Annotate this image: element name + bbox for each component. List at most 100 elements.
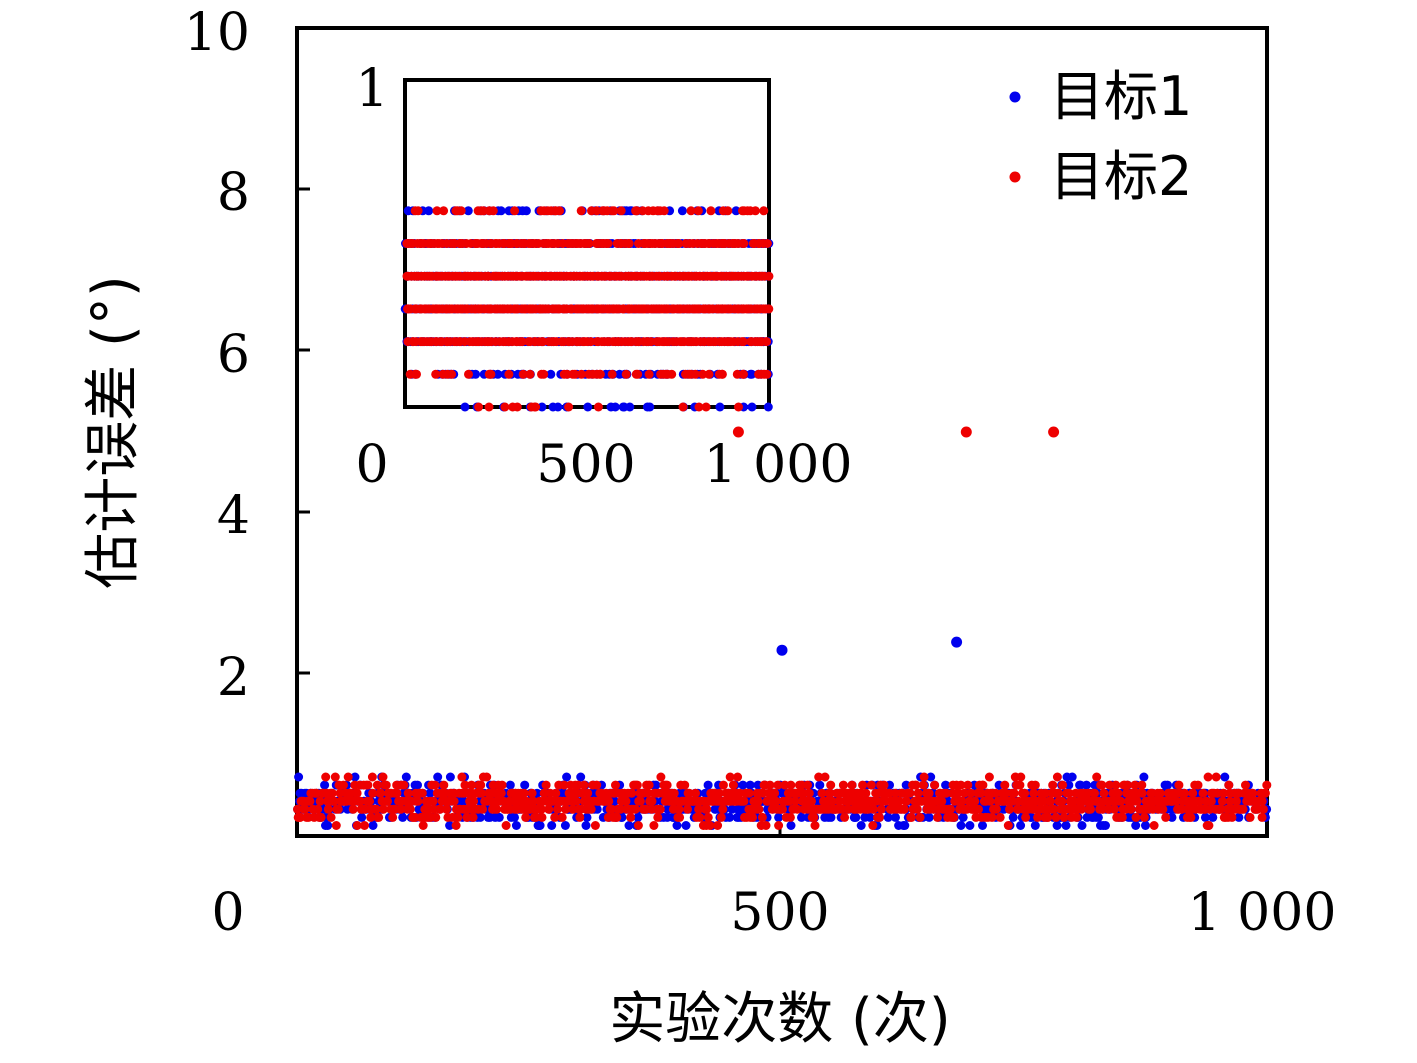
data-point-2 — [492, 804, 502, 814]
inset-point-1 — [496, 206, 506, 216]
data-point-2 — [1005, 804, 1014, 814]
data-point-2 — [1245, 812, 1255, 822]
data-point-1 — [624, 821, 634, 830]
data-point-2 — [901, 796, 911, 806]
inset-point-2 — [432, 206, 442, 216]
data-point-2 — [430, 780, 440, 790]
data-point-1 — [703, 780, 713, 790]
data-point-2 — [748, 812, 758, 822]
data-point-2 — [1131, 812, 1141, 822]
data-point-1 — [475, 812, 485, 822]
data-point-2 — [428, 796, 438, 806]
data-point-2 — [1158, 804, 1168, 814]
inset-point-2 — [694, 402, 704, 412]
data-point-2 — [376, 788, 385, 798]
data-point-2 — [807, 796, 816, 806]
data-point-2 — [399, 780, 409, 790]
data-point-2 — [338, 780, 348, 790]
data-point-1 — [1016, 821, 1026, 830]
inset-point-1 — [471, 369, 481, 379]
inset-x-tick-label-0: 0 — [355, 435, 388, 495]
inset-point-2 — [644, 369, 654, 379]
data-point-2 — [718, 780, 728, 790]
inset-point-2 — [539, 369, 549, 379]
data-point-2 — [874, 812, 884, 822]
y-tick-label-6: 6 — [217, 325, 250, 385]
data-point-1 — [900, 821, 910, 830]
data-point-2 — [1130, 780, 1140, 790]
inset-point-2 — [723, 206, 733, 216]
inset-point-2 — [576, 206, 586, 216]
data-point-2 — [985, 796, 995, 806]
data-point-1 — [1030, 821, 1040, 830]
data-point-2 — [1064, 788, 1074, 798]
inset-point-2 — [764, 304, 774, 314]
data-point-2 — [683, 804, 692, 814]
data-point-1 — [350, 772, 360, 782]
data-point-2 — [1238, 804, 1248, 814]
data-point-1 — [774, 812, 784, 822]
inset-point-2 — [607, 369, 617, 379]
data-point-2 — [1241, 780, 1250, 790]
data-point-2 — [315, 796, 325, 806]
data-point-1 — [965, 821, 975, 830]
inset-point-1 — [747, 369, 757, 379]
data-point-1 — [425, 788, 435, 798]
inset-point-2 — [486, 369, 496, 379]
data-point-2 — [1217, 796, 1227, 806]
data-point-1 — [958, 812, 968, 822]
data-point-1 — [672, 821, 682, 830]
data-point-2 — [586, 804, 596, 814]
data-point-2 — [497, 780, 507, 790]
data-point-2 — [313, 804, 323, 814]
data-point-2 — [966, 788, 976, 798]
data-point-2 — [1049, 804, 1059, 814]
inset-point-1 — [546, 369, 556, 379]
inset-point-1 — [537, 402, 547, 412]
data-point-2 — [649, 821, 659, 830]
data-point-2 — [405, 804, 415, 814]
data-point-1 — [797, 812, 806, 822]
data-point-2 — [703, 812, 713, 822]
data-point-2 — [825, 788, 835, 798]
data-point-1 — [941, 780, 951, 790]
inset-point-2 — [456, 206, 466, 216]
data-point-2 — [478, 804, 488, 814]
data-point-2 — [550, 812, 560, 822]
data-point-1 — [815, 780, 825, 790]
data-point-1 — [738, 780, 748, 790]
legend-label-series-2: 目标2 — [1050, 145, 1192, 208]
inset-point-2 — [633, 369, 643, 379]
data-point-2 — [894, 796, 904, 806]
outlier-point-1 — [776, 644, 788, 656]
data-point-2 — [418, 821, 428, 830]
data-point-2 — [1219, 788, 1229, 798]
data-point-2 — [840, 812, 850, 822]
data-point-2 — [866, 780, 876, 790]
data-point-2 — [321, 772, 331, 782]
data-point-2 — [814, 772, 824, 782]
data-point-2 — [774, 821, 784, 830]
data-point-2 — [1257, 812, 1267, 822]
data-point-2 — [1137, 780, 1147, 790]
data-point-2 — [388, 812, 398, 822]
data-point-2 — [1001, 788, 1011, 798]
data-point-2 — [348, 804, 358, 814]
inset-point-2 — [739, 369, 748, 379]
data-point-1 — [505, 780, 515, 790]
data-point-2 — [695, 812, 705, 822]
data-point-2 — [991, 804, 1001, 814]
data-point-2 — [1211, 772, 1221, 782]
data-point-1 — [576, 772, 586, 782]
data-point-2 — [879, 780, 889, 790]
inset-point-2 — [576, 369, 586, 379]
data-point-2 — [1137, 788, 1147, 798]
data-point-2 — [305, 796, 315, 806]
data-point-2 — [1262, 780, 1272, 790]
inset-point-2 — [447, 369, 457, 379]
data-point-2 — [1016, 772, 1026, 782]
data-point-2 — [368, 788, 378, 798]
data-point-1 — [826, 812, 836, 822]
inset-point-2 — [412, 369, 421, 379]
